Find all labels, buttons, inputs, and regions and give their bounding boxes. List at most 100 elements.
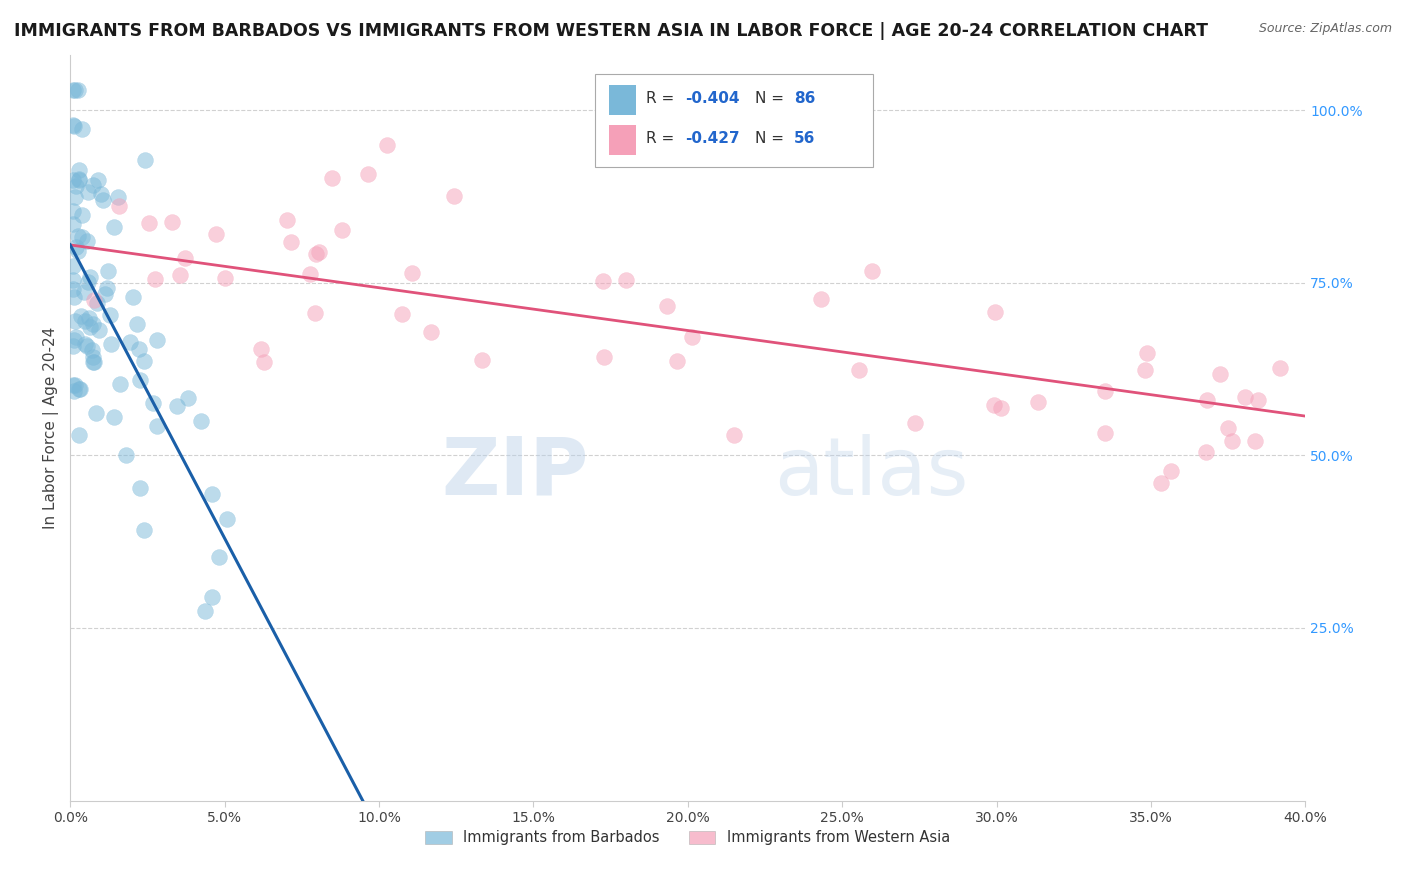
Point [69,427,91,442]
Point [125,317,148,331]
Point [67,244,90,259]
Point [1209,367,1232,381]
Point [65,240,87,254]
Text: R =: R = [645,91,679,106]
Point [904,416,927,430]
Y-axis label: In Labor Force | Age 20-24: In Labor Force | Age 20-24 [44,326,59,529]
Point [63,378,86,392]
Point [1243,434,1265,448]
Point [70,122,93,136]
Point [122,290,145,304]
Point [62,83,84,97]
Point [63,290,86,304]
Point [82,343,104,357]
Point [253,355,276,369]
Point [86,295,108,310]
Point [115,449,138,463]
Point [62,273,84,287]
Point [82,178,104,193]
Point [208,549,231,564]
Point [201,590,224,604]
Point [118,334,141,349]
Point [66,228,89,243]
Point [143,272,166,286]
Text: N =: N = [755,91,789,106]
Point [420,326,443,340]
Point [983,398,1005,412]
Point [91,194,114,208]
Point [304,306,326,320]
Point [375,137,398,152]
Point [391,307,413,321]
Point [1160,464,1182,478]
Point [83,293,105,308]
Text: 86: 86 [794,91,815,106]
Point [73,285,96,299]
Point [65,330,87,344]
Point [84,405,107,419]
Point [77,275,100,289]
Point [166,399,188,413]
Point [321,170,343,185]
Point [723,427,745,442]
Point [82,355,104,369]
Point [1194,444,1216,458]
Point [681,329,703,343]
Point [201,486,224,500]
Point [860,263,883,277]
Point [401,266,423,280]
Point [276,213,298,227]
Point [62,217,84,231]
Point [174,251,197,265]
Point [98,308,121,322]
Point [128,373,150,387]
Point [79,269,101,284]
Text: IMMIGRANTS FROM BARBADOS VS IMMIGRANTS FROM WESTERN ASIA IN LABOR FORCE | AGE 20: IMMIGRANTS FROM BARBADOS VS IMMIGRANTS F… [14,22,1208,40]
Point [63,119,86,133]
Point [592,350,614,364]
Point [990,401,1012,415]
Point [169,268,191,283]
Point [1234,390,1257,404]
Point [72,208,94,222]
Point [65,178,87,193]
Point [1150,476,1173,491]
Point [96,281,118,295]
Point [134,523,156,537]
Point [305,247,328,261]
Point [67,172,90,186]
Point [107,190,129,204]
Point [103,220,125,235]
Point [93,286,115,301]
Point [1270,361,1292,376]
Point [1216,421,1239,435]
Point [79,319,101,334]
Legend: Immigrants from Barbados, Immigrants from Western Asia: Immigrants from Barbados, Immigrants fro… [426,830,950,846]
Point [69,382,91,396]
Point [134,153,156,168]
Point [592,274,614,288]
Point [330,223,353,237]
Point [357,167,380,181]
Point [614,273,637,287]
Point [848,363,870,377]
Point [76,339,98,353]
Point [65,314,87,328]
Point [138,216,160,230]
Point [146,333,169,347]
Point [132,354,155,368]
Point [63,190,86,204]
Point [145,419,167,434]
Point [1136,346,1159,360]
Point [666,353,689,368]
Text: N =: N = [755,131,789,146]
Point [62,281,84,295]
Point [97,264,120,278]
Point [215,512,238,526]
Point [76,234,98,248]
Point [1246,393,1268,408]
Point [249,343,271,357]
Point [77,185,100,199]
Text: 56: 56 [794,131,815,146]
Point [70,230,93,244]
